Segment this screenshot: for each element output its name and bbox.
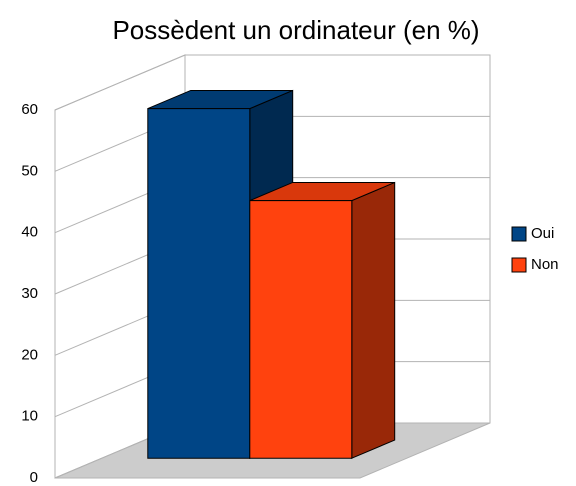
legend-label: Non (531, 256, 559, 273)
y-tick-label: 40 (21, 224, 38, 241)
bar (147, 108, 251, 459)
y-tick-label: 60 (21, 101, 38, 118)
legend-swatch (511, 257, 527, 273)
bar-side (351, 181, 396, 459)
y-tick-label: 0 (30, 469, 38, 486)
y-tick-label: 10 (21, 408, 38, 425)
grid-line (54, 54, 186, 111)
bar (249, 200, 353, 459)
legend-swatch (511, 226, 527, 242)
y-tick-label: 20 (21, 346, 38, 363)
legend-label: Oui (531, 225, 554, 242)
y-tick-label: 30 (21, 285, 38, 302)
chart-title: Possèdent un ordinateur (en %) (112, 15, 479, 45)
y-tick-label: 50 (21, 162, 38, 179)
